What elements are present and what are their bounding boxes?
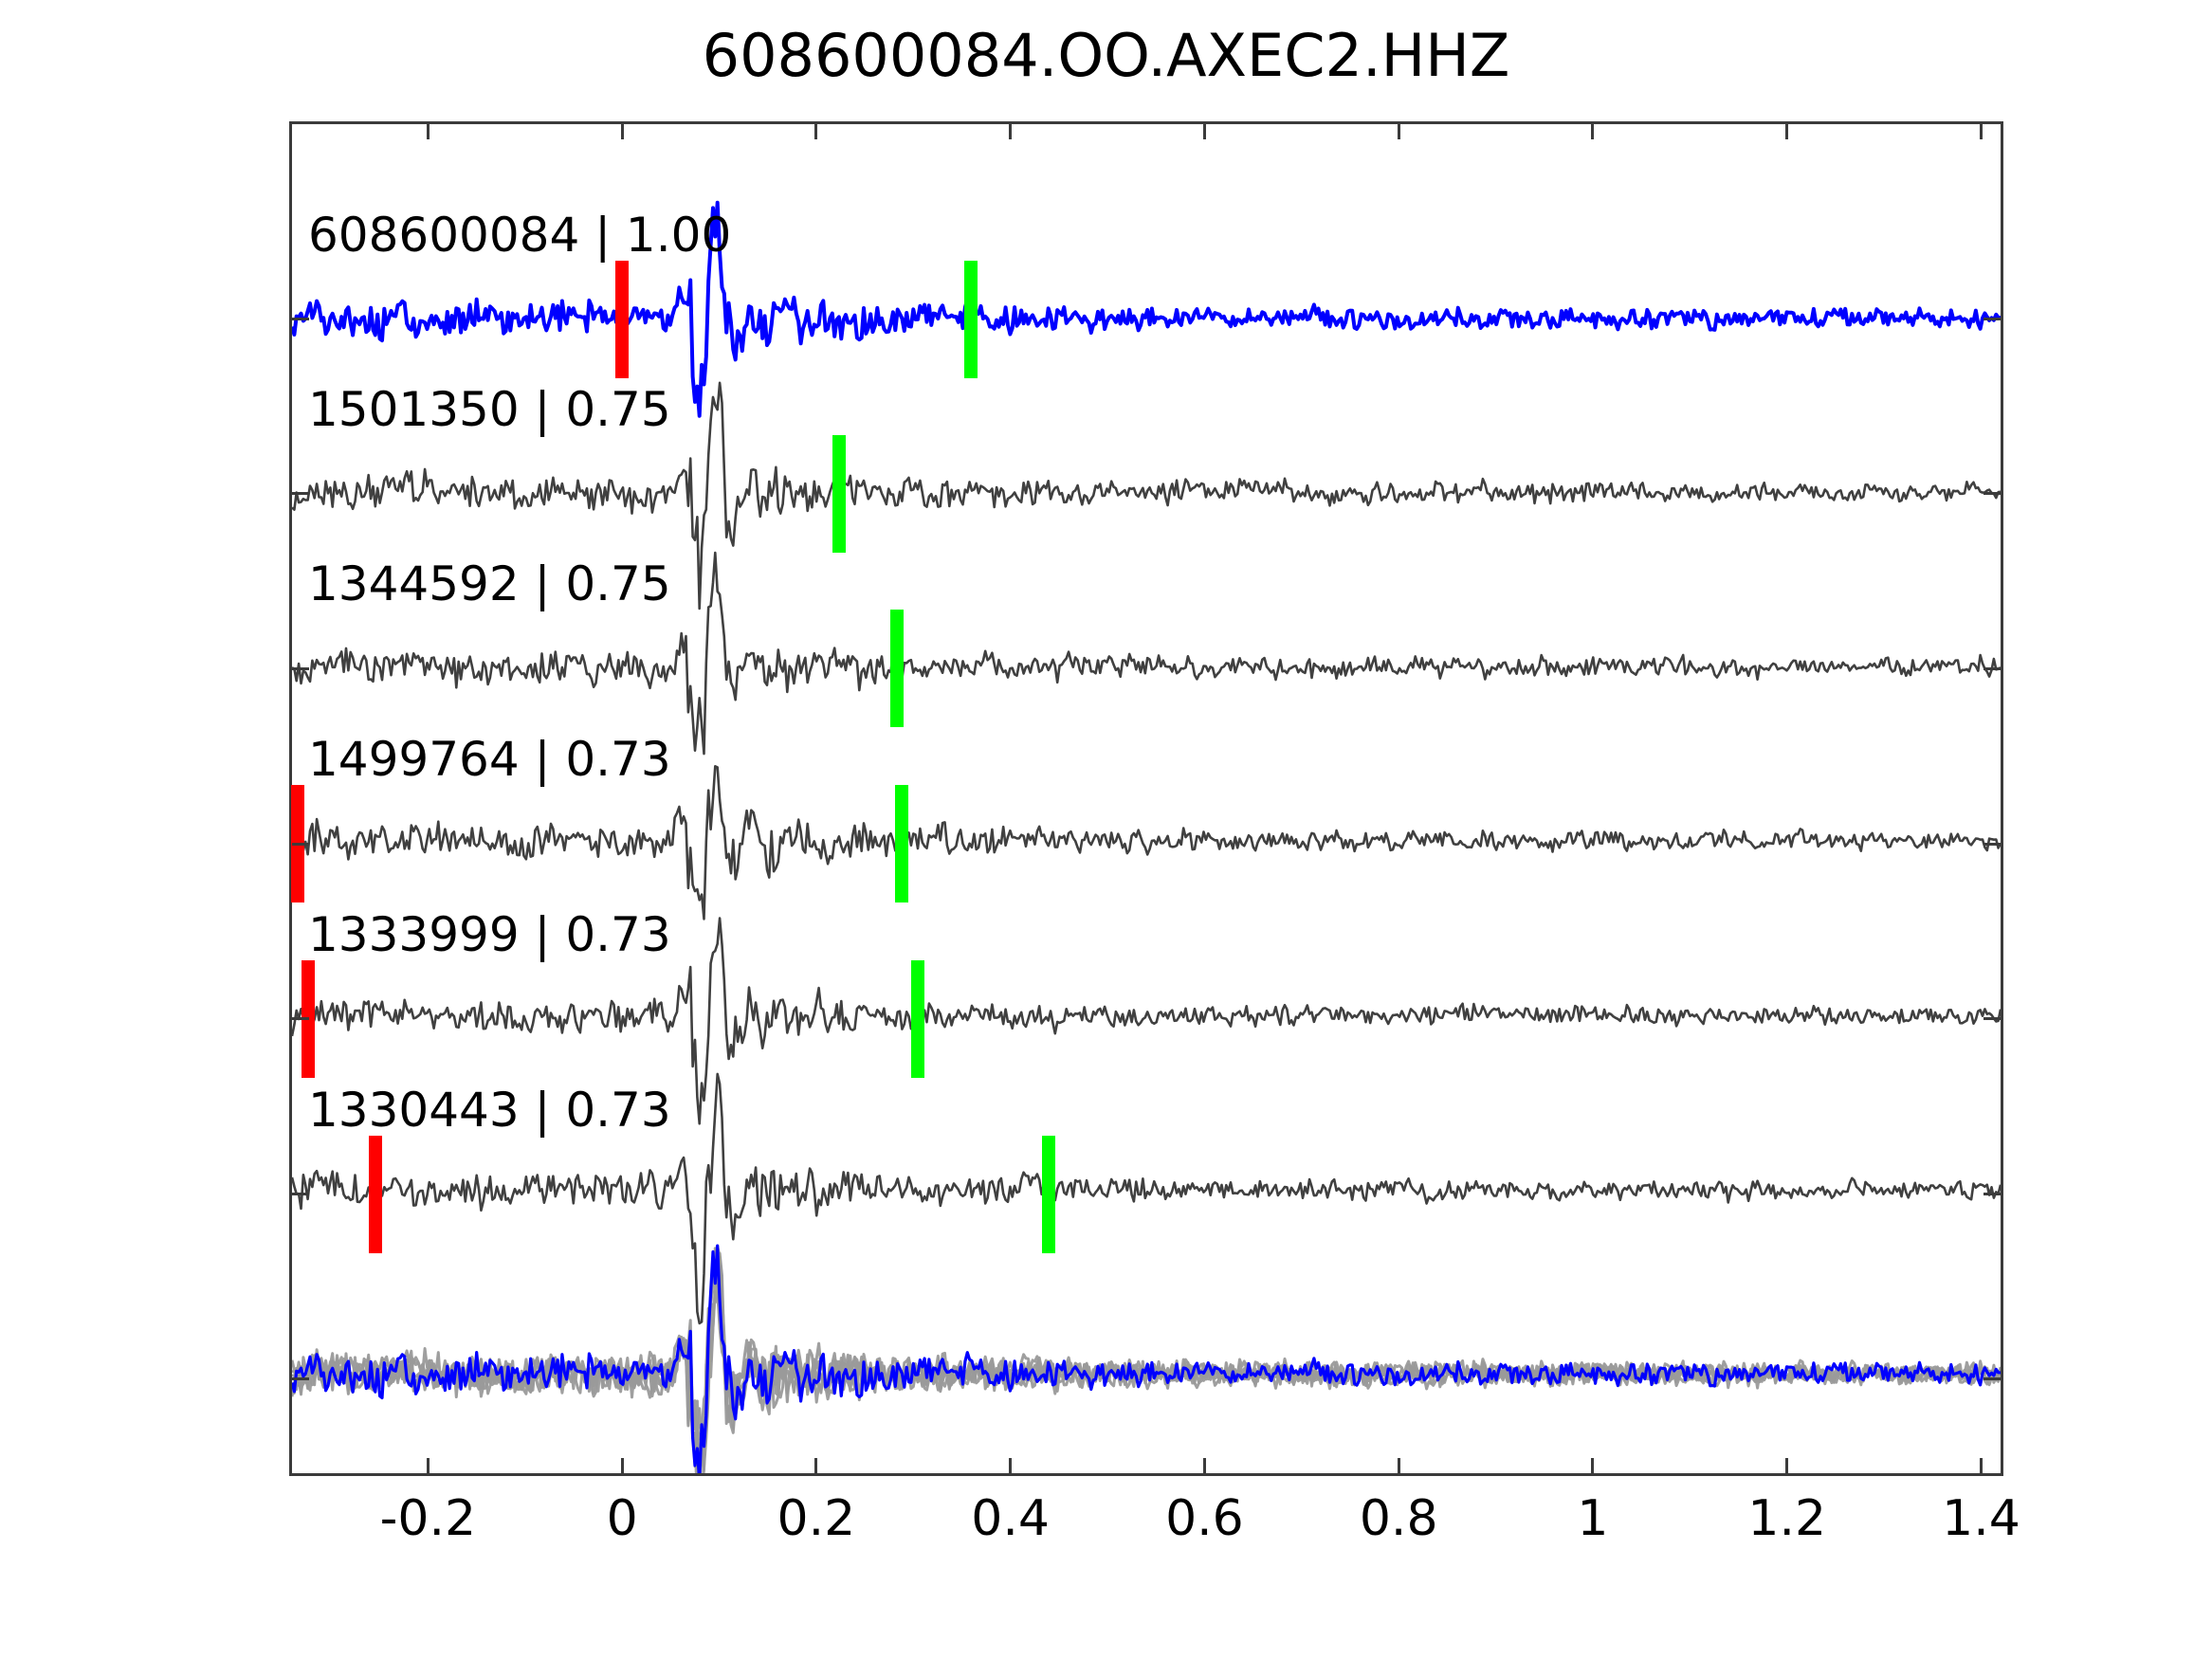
y-tick-right: [1983, 666, 2001, 670]
x-tick-label: 0.4: [971, 1490, 1051, 1547]
plot-axes: [289, 121, 2003, 1476]
x-tick-bottom: [1397, 1458, 1400, 1473]
x-tick-label: 0.8: [1359, 1490, 1438, 1547]
y-tick-left: [292, 842, 309, 846]
x-tick-bottom: [620, 1458, 624, 1473]
x-tick-bottom: [1785, 1458, 1789, 1473]
x-tick-top: [426, 124, 430, 139]
x-tick-top: [1980, 124, 1983, 139]
trace-label-1344592: 1344592 | 0.75: [308, 556, 671, 612]
y-tick-right: [1983, 318, 2001, 321]
green-pick-marker-1344592: [889, 610, 904, 728]
trace-label-1499764: 1499764 | 0.73: [308, 732, 671, 788]
y-tick-right: [1983, 842, 2001, 846]
y-tick-left: [292, 492, 309, 496]
x-tick-label: 0.2: [777, 1490, 856, 1547]
y-tick-right: [1983, 1017, 2001, 1021]
x-tick-top: [1202, 124, 1206, 139]
red-pick-marker-608600084: [615, 260, 630, 378]
x-tick-label: -0.2: [379, 1490, 477, 1547]
waveform-traces: [292, 200, 2001, 1473]
trace-label-608600084: 608600084 | 1.00: [308, 207, 732, 263]
y-tick-right: [1983, 1193, 2001, 1196]
x-tick-top: [1397, 124, 1400, 139]
x-tick-bottom: [814, 1458, 818, 1473]
green-pick-marker-1501350: [832, 434, 847, 553]
green-pick-marker-1330443: [1041, 1135, 1055, 1253]
x-tick-label: 0.6: [1165, 1490, 1244, 1547]
trace-label-1501350: 1501350 | 0.75: [308, 381, 671, 437]
y-tick-left: [292, 666, 309, 670]
y-tick-left: [292, 1193, 309, 1196]
y-tick-left: [292, 1377, 309, 1381]
x-tick-label: 1: [1577, 1490, 1609, 1547]
x-tick-bottom: [1009, 1458, 1013, 1473]
red-pick-marker-1330443: [369, 1135, 383, 1253]
trace-label-1330443: 1330443 | 0.73: [308, 1082, 671, 1138]
plot-area: [292, 124, 2001, 1473]
y-tick-right: [1983, 1377, 2001, 1381]
x-tick-label: 1.2: [1747, 1490, 1827, 1547]
y-tick-left: [292, 318, 309, 321]
x-tick-bottom: [1202, 1458, 1206, 1473]
y-tick-left: [292, 1017, 309, 1021]
x-tick-top: [1009, 124, 1013, 139]
y-tick-right: [1983, 492, 2001, 496]
x-tick-label: 0: [606, 1490, 638, 1547]
x-tick-top: [814, 124, 818, 139]
x-tick-top: [1591, 124, 1595, 139]
x-tick-bottom: [426, 1458, 430, 1473]
x-tick-top: [1785, 124, 1789, 139]
x-tick-label: 1.4: [1942, 1490, 2020, 1547]
page-title: 608600084.OO.AXEC2.HHZ: [702, 21, 1510, 90]
green-pick-marker-1499764: [894, 785, 908, 903]
x-tick-top: [620, 124, 624, 139]
x-tick-bottom: [1591, 1458, 1595, 1473]
green-pick-marker-1333999: [911, 959, 925, 1078]
green-pick-marker-608600084: [963, 260, 978, 378]
trace-label-1333999: 1333999 | 0.73: [308, 906, 671, 962]
x-tick-bottom: [1980, 1458, 1983, 1473]
